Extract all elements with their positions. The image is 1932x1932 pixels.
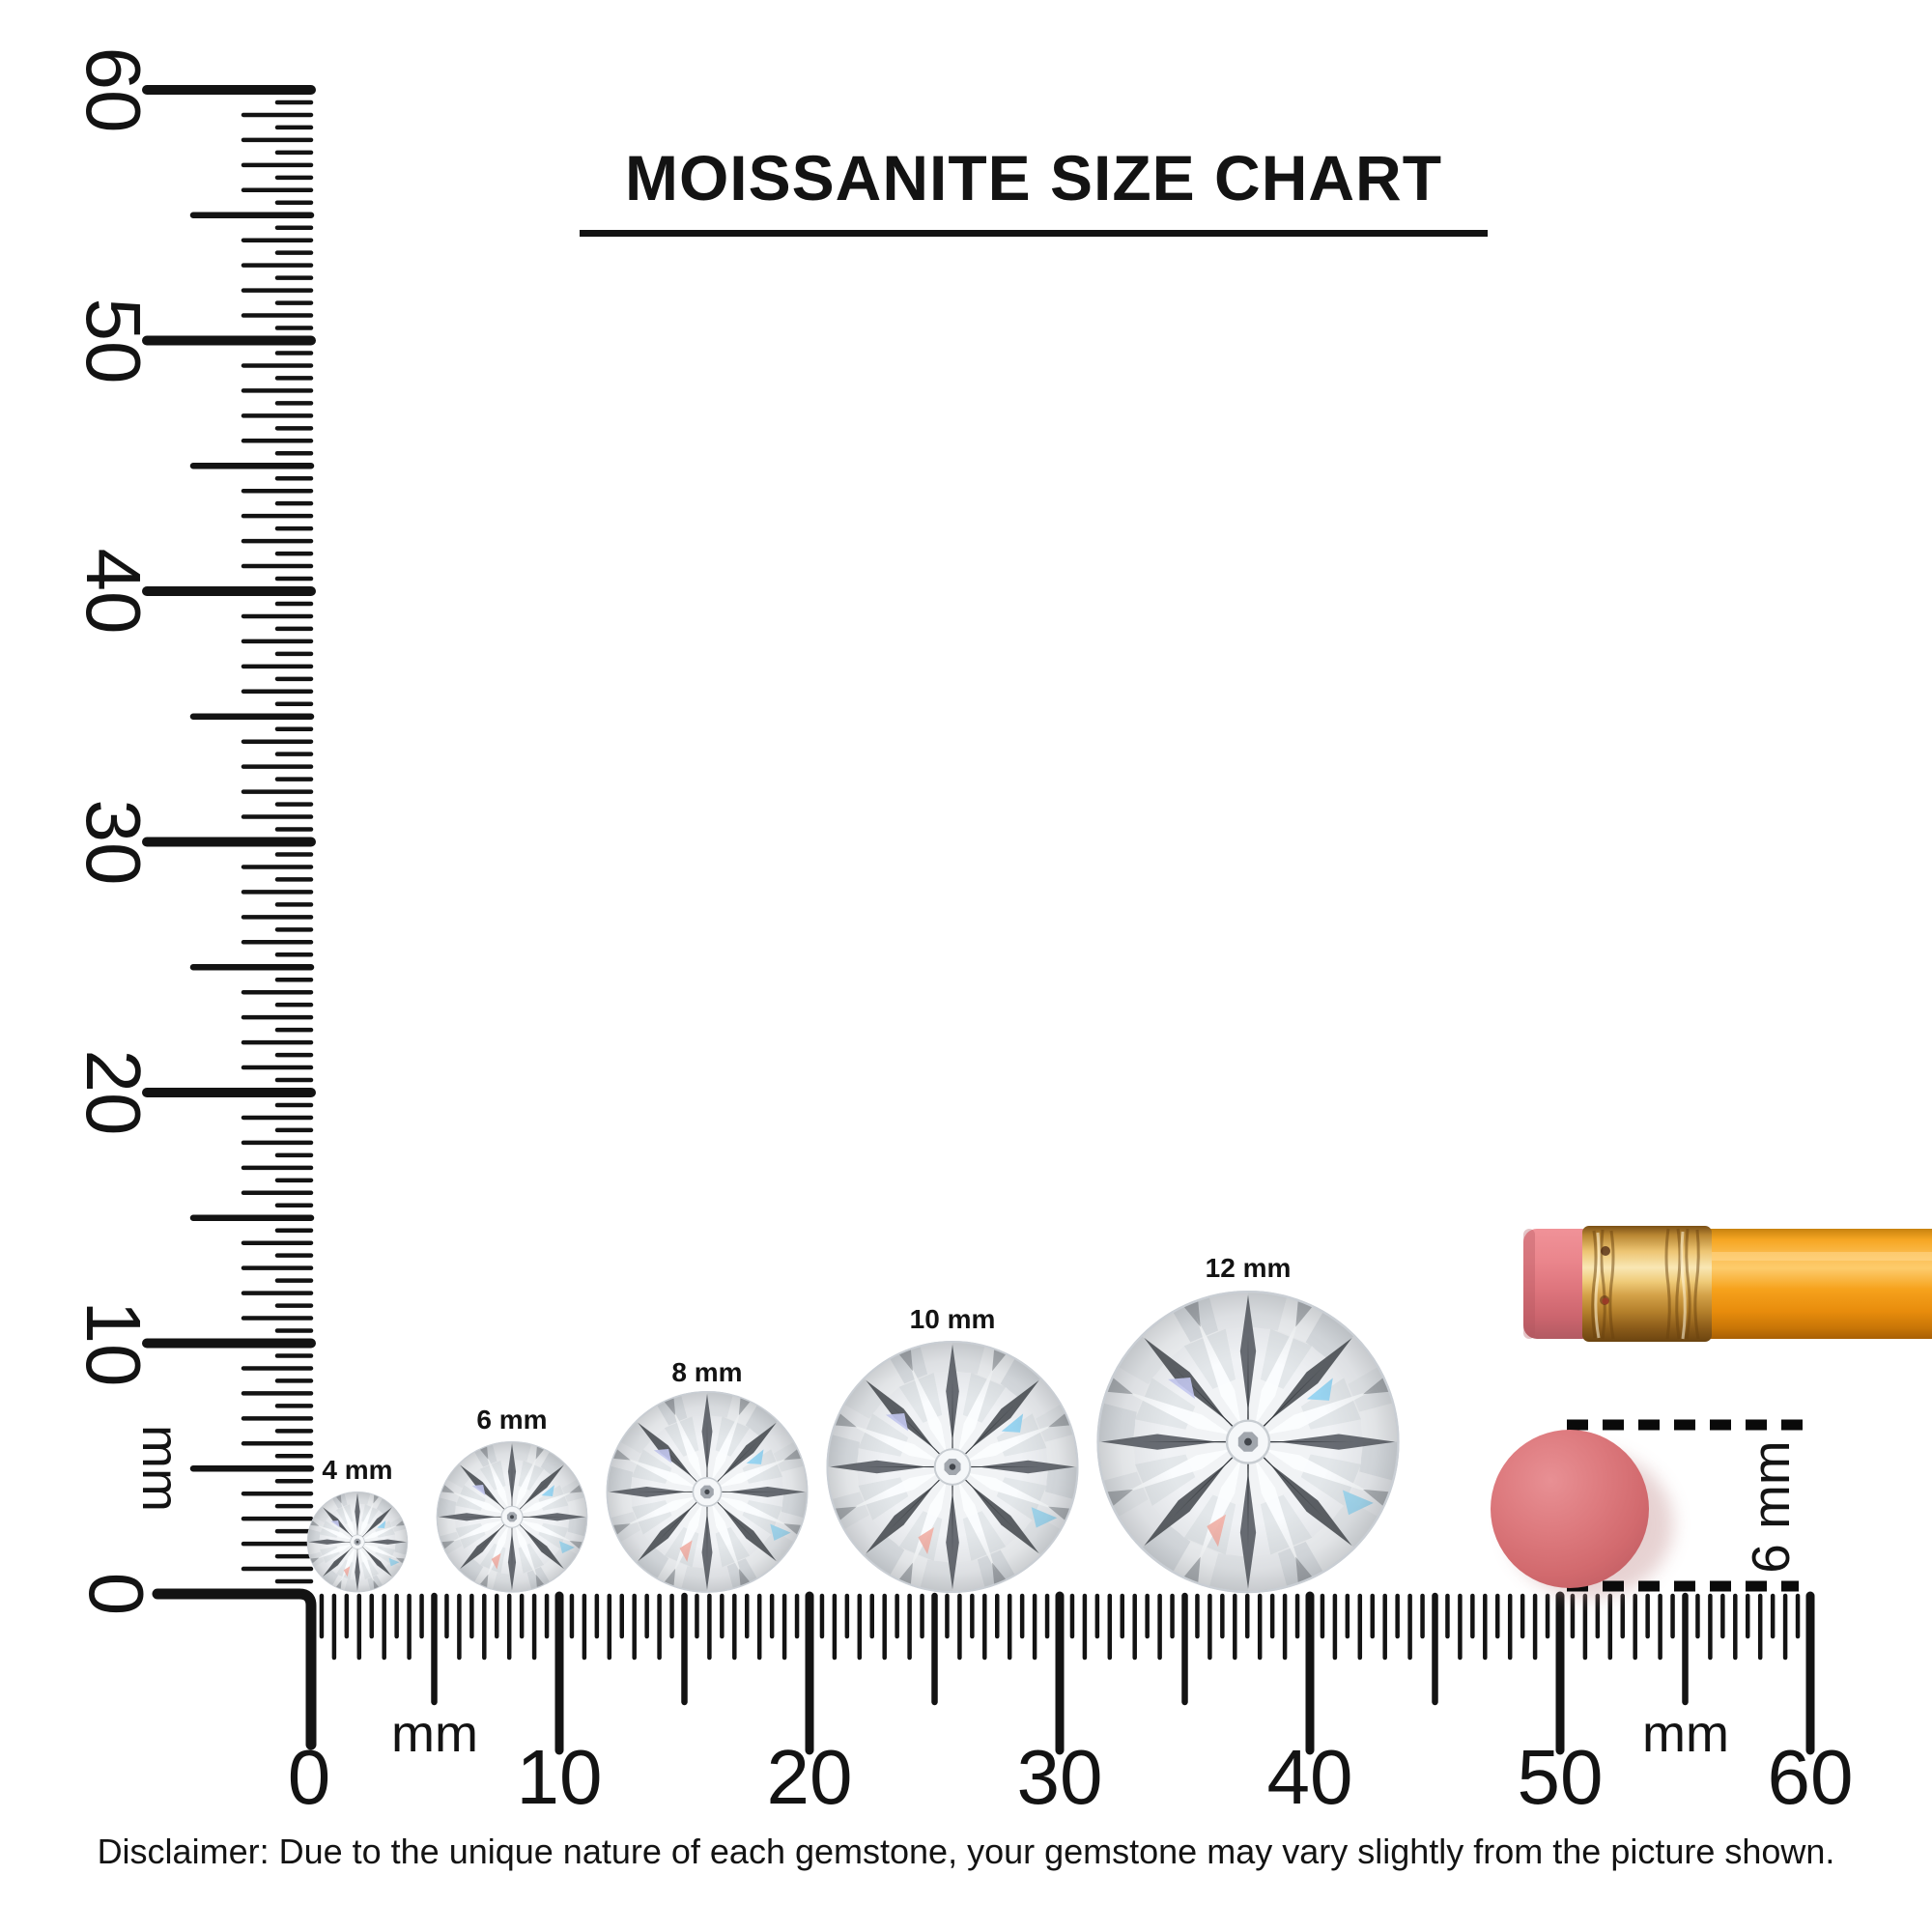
gem-size-label-10mm: 10 mm [909,1304,996,1334]
pencil [1523,1226,1932,1342]
pencil-eraser-shade [1523,1229,1535,1339]
ruler-corner [152,1588,317,1750]
eraser-measure-group [1491,1419,1804,1598]
gem-size-label-8mm: 8 mm [671,1357,743,1387]
pencil-eraser [1523,1229,1596,1339]
gemstones [306,1291,1400,1594]
v-ruler-label-30: 30 [71,799,156,886]
gemstone-4mm [306,1492,409,1593]
h-ruler-label-50: 50 [1517,1734,1604,1820]
ferrule-red-dot [1602,1297,1609,1305]
h-ruler-unit-label-right: mm [1642,1705,1729,1763]
eraser-measure-label: 6 mm [1741,1440,1801,1574]
gemstone-6mm [436,1441,588,1593]
ferrule-crimp-ridges [1591,1228,1700,1340]
gem-size-label-6mm: 6 mm [476,1405,548,1435]
v-ruler-label-60: 60 [71,46,156,133]
h-ruler-label-20: 20 [766,1734,853,1820]
pencil-body [1706,1229,1932,1339]
ferrule-rivet-dot-top [1601,1246,1610,1256]
gemstone-8mm [606,1391,809,1593]
h-ruler-label-0: 0 [287,1734,331,1820]
v-ruler-label-10: 10 [71,1300,156,1387]
vertical-ruler [142,85,316,1584]
v-ruler-label-50: 50 [71,298,156,384]
h-ruler-label-40: 40 [1266,1734,1353,1820]
ferrule-highlight-lines [1594,1231,1687,1340]
page-title: MOISSANITE SIZE CHART [624,142,1443,213]
gemstone-12mm [1096,1291,1400,1594]
pencil-body-highlight [1706,1252,1932,1261]
v-ruler-label-40: 40 [71,548,156,635]
h-ruler-label-30: 30 [1016,1734,1103,1820]
v-ruler-label-0: 0 [73,1572,159,1616]
v-ruler-unit-label: mm [131,1425,189,1512]
eraser-dot [1491,1430,1649,1588]
gem-size-label-12mm: 12 mm [1205,1253,1292,1283]
h-ruler-unit-label-left: mm [391,1705,478,1763]
v-ruler-label-20: 20 [71,1049,156,1136]
gem-size-label-4mm: 4 mm [322,1455,393,1485]
h-ruler-label-10: 10 [516,1734,603,1820]
disclaimer-text: Disclaimer: Due to the unique nature of … [97,1832,1835,1871]
horizontal-ruler [319,1591,1815,1755]
measure-dashed-lines [1567,1419,1804,1592]
gemstone-10mm [826,1341,1079,1593]
h-ruler-label-60: 60 [1767,1734,1854,1820]
title-underline [580,230,1488,237]
